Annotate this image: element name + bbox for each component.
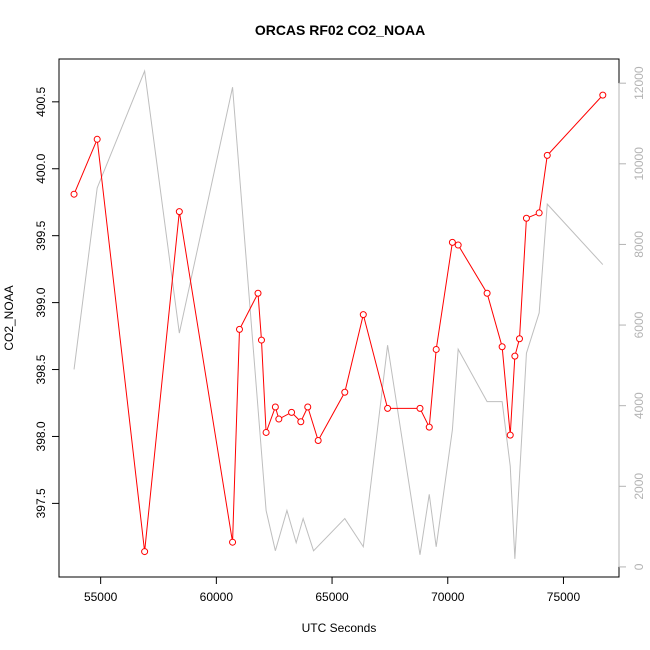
- data-point: [506, 431, 514, 439]
- data-point: [297, 418, 305, 426]
- plot-area: [58, 58, 620, 578]
- data-point: [229, 538, 237, 546]
- data-point: [535, 209, 543, 217]
- data-point: [359, 311, 367, 319]
- y2-tick-label: 4000: [632, 392, 646, 419]
- data-point: [522, 214, 530, 222]
- y-tick-label: 399.0: [34, 287, 48, 317]
- x-axis: 55000 60000 65000 70000 75000: [84, 576, 581, 604]
- y-tick-label: 398.5: [34, 354, 48, 384]
- y-axis-title: CO2_NOAA: [2, 285, 16, 350]
- data-point: [288, 408, 296, 416]
- y2-tick-label: 8000: [632, 231, 646, 258]
- data-point: [599, 91, 607, 99]
- y-tick-label: 399.5: [34, 220, 48, 250]
- y-tick-label: 400.0: [34, 153, 48, 183]
- secondary-series-line: [73, 69, 604, 559]
- primary-series-line: [73, 94, 604, 552]
- y-axis-right: 0 2000 4000 6000 8000 10000 12000: [618, 66, 646, 570]
- data-point: [314, 436, 322, 444]
- y2-tick-label: 10000: [632, 147, 646, 181]
- x-tick-label: 60000: [200, 590, 234, 604]
- x-tick-label: 55000: [84, 590, 118, 604]
- y-tick-label: 397.5: [34, 488, 48, 518]
- x-tick-label: 65000: [315, 590, 349, 604]
- data-point: [257, 336, 265, 344]
- y-axis-left: 397.5 398.0 398.5 399.0 399.5 400.0 400.5: [34, 86, 60, 518]
- y-tick-label: 398.0: [34, 421, 48, 451]
- data-point: [235, 325, 243, 333]
- x-tick-label: 75000: [547, 590, 581, 604]
- data-point: [515, 335, 523, 343]
- data-point: [254, 289, 262, 297]
- data-point: [416, 404, 424, 412]
- data-point: [498, 343, 506, 351]
- primary-series: [70, 91, 607, 556]
- data-point: [425, 423, 433, 431]
- data-point: [543, 151, 551, 159]
- data-point: [70, 190, 78, 198]
- y2-tick-label: 0: [632, 563, 646, 570]
- data-point: [454, 241, 462, 249]
- x-axis-title: UTC Seconds: [302, 621, 377, 635]
- data-point: [448, 238, 456, 246]
- y2-tick-label: 6000: [632, 311, 646, 338]
- data-point: [341, 388, 349, 396]
- data-point: [93, 135, 101, 143]
- data-point: [511, 352, 519, 360]
- y-tick-label: 400.5: [34, 86, 48, 116]
- plot-frame: [58, 58, 620, 578]
- data-point: [141, 548, 149, 556]
- y2-tick-label: 2000: [632, 473, 646, 500]
- data-point: [304, 403, 312, 411]
- data-point: [262, 428, 270, 436]
- data-point: [483, 289, 491, 297]
- data-point: [271, 403, 279, 411]
- data-point: [384, 404, 392, 412]
- data-point: [175, 208, 183, 216]
- x-tick-label: 70000: [431, 590, 465, 604]
- data-point: [432, 345, 440, 353]
- data-point: [275, 415, 283, 423]
- y2-tick-label: 12000: [632, 66, 646, 100]
- chart-title: ORCAS RF02 CO2_NOAA: [255, 22, 425, 38]
- secondary-series: [73, 69, 604, 559]
